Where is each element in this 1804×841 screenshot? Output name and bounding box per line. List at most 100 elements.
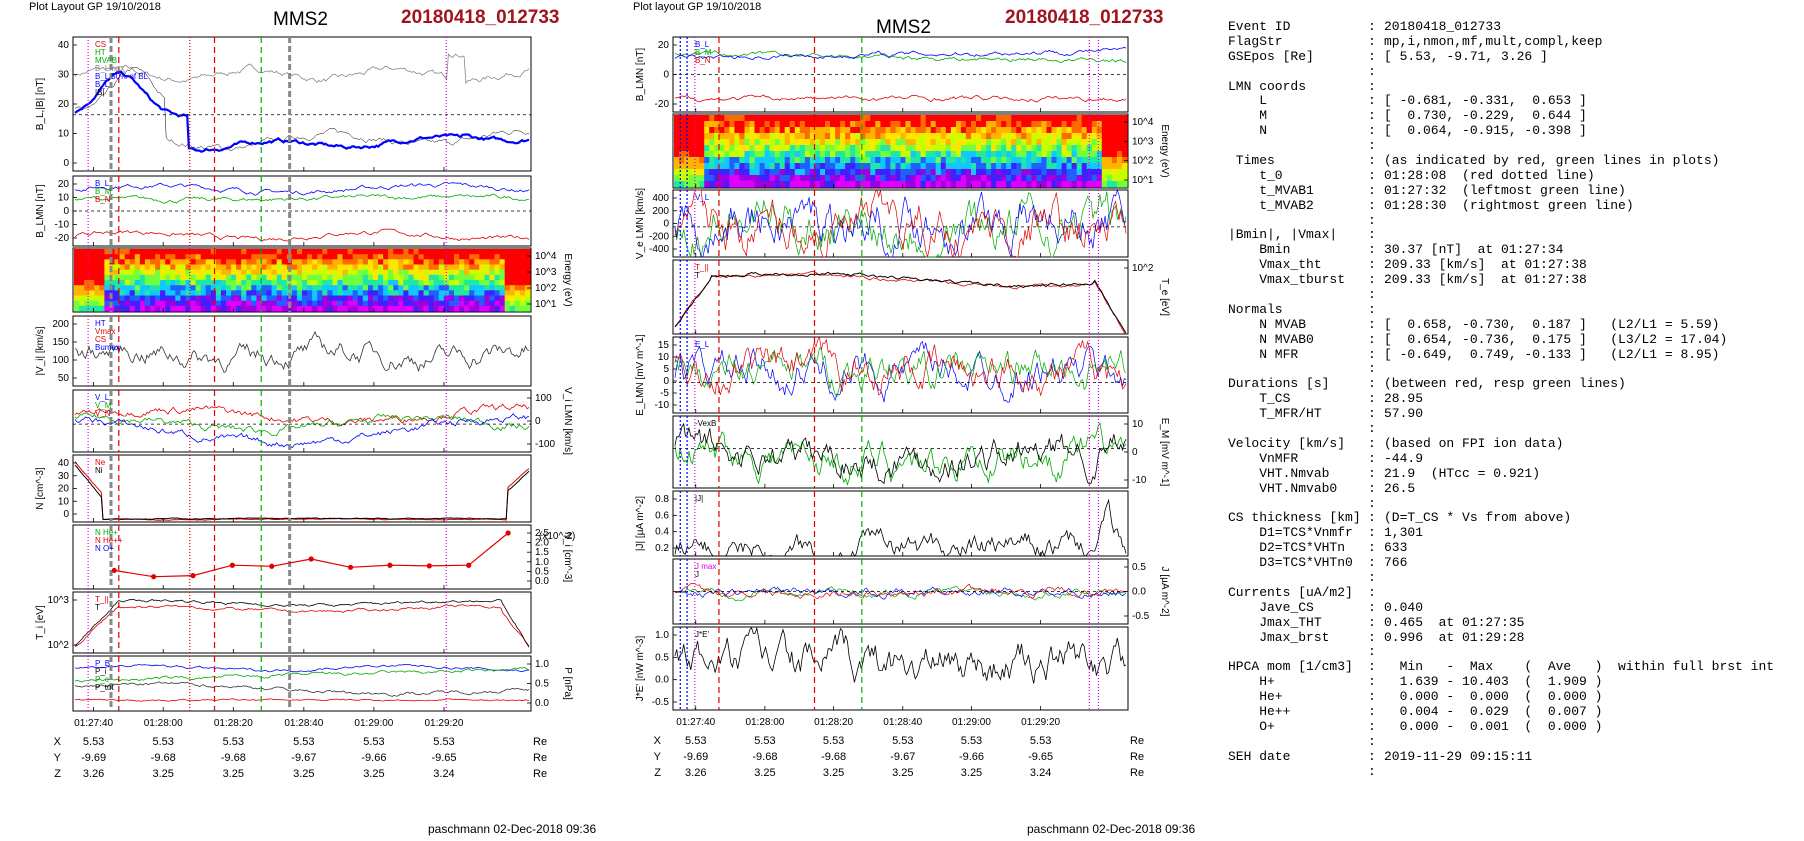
spectrogram-cell xyxy=(276,280,283,286)
spectrogram-cell xyxy=(784,151,791,158)
spectrogram-cell xyxy=(976,157,982,164)
spectrogram-cell xyxy=(719,151,725,158)
spectrogram-cell xyxy=(134,305,141,312)
spectrogram-cell xyxy=(408,295,415,302)
spectrogram-cell xyxy=(428,254,435,260)
spectrogram-cell xyxy=(185,274,192,281)
spectrogram-cell xyxy=(744,181,751,188)
spectrogram-cell xyxy=(489,259,496,266)
spectrogram-cell xyxy=(1122,181,1128,188)
spectrogram-cell xyxy=(226,295,232,302)
spectrogram-cell xyxy=(514,259,521,266)
spectrogram-cell xyxy=(694,145,700,152)
spectrogram-cell xyxy=(1031,145,1037,152)
spectrogram-cell xyxy=(704,175,710,182)
spectrogram-cell xyxy=(971,121,977,128)
spectrogram-cell xyxy=(89,295,95,302)
position-value: -9.67 xyxy=(890,751,915,763)
spectrogram-cell xyxy=(94,290,100,297)
info-value: (based on FPI ion data) xyxy=(1384,435,1564,451)
spectrogram-cell xyxy=(769,163,776,170)
series-line xyxy=(74,193,530,204)
spectrogram-cell xyxy=(870,181,876,188)
spectrogram-cell xyxy=(684,121,690,128)
spectrogram-cell xyxy=(935,127,942,134)
spectrogram-cell xyxy=(119,290,126,297)
spectrogram-cell xyxy=(774,151,781,158)
spectrogram-cell xyxy=(1091,169,1098,176)
spectrogram-cell xyxy=(694,157,700,164)
info-key: VHT.Nmvab0 xyxy=(1228,480,1338,496)
info-colon: : xyxy=(1368,272,1376,288)
spectrogram-cell xyxy=(814,181,821,188)
spectrogram-cell xyxy=(1106,163,1113,170)
series-line xyxy=(674,270,1127,335)
position-value: 5.53 xyxy=(823,735,844,747)
info-value: [ 0.730, -0.229, 0.644 ] xyxy=(1384,108,1587,124)
y-tick-label: 20 xyxy=(658,40,670,51)
info-value: Min - Max ( Ave ) within full brst int xyxy=(1384,659,1775,675)
spectrogram-cell xyxy=(413,259,420,266)
spectrogram-cell xyxy=(256,269,263,276)
spectrogram-cell xyxy=(89,280,95,286)
y-tick-label: 15 xyxy=(658,340,670,351)
spectrogram-cell xyxy=(729,115,735,122)
spectrogram-cell xyxy=(307,269,313,276)
spectrogram-cell xyxy=(246,295,252,302)
spectrogram-cell xyxy=(388,290,394,297)
info-value: mp,i,nmon,mf,mult,compl,keep xyxy=(1384,33,1603,49)
spectrogram-cell xyxy=(418,295,425,302)
spectrogram-cell xyxy=(474,264,480,271)
spectrogram-cell xyxy=(749,127,756,134)
spectrogram-cell xyxy=(312,295,318,302)
spectrogram-cell xyxy=(464,280,470,286)
spectrogram-cell xyxy=(144,249,151,255)
spectrogram-cell xyxy=(709,139,715,146)
info-row: VHT.Nmvab:21.9 (HTcc = 0.921) xyxy=(1228,466,1774,482)
spectrogram-cell xyxy=(1051,157,1058,164)
spectrogram-cell xyxy=(124,290,131,297)
legend-entry: V_L xyxy=(695,193,710,202)
spectrogram-cell xyxy=(514,295,521,302)
spectrogram-cell xyxy=(991,133,997,140)
spectrogram-cell xyxy=(1061,181,1068,188)
spectrogram-cell xyxy=(372,249,379,255)
spectrogram-cell xyxy=(930,127,937,134)
spectrogram-cell xyxy=(1101,181,1108,188)
spectrogram-cell xyxy=(185,280,192,286)
x-tick-label: 01:28:00 xyxy=(144,718,183,729)
spectrogram-cell xyxy=(804,121,811,128)
spectrogram-cell xyxy=(307,295,313,302)
spectrogram-cell xyxy=(74,274,80,281)
spectrogram-cell xyxy=(890,157,896,164)
spectrogram-cell xyxy=(124,285,131,291)
spectrogram-cell xyxy=(830,139,836,146)
spectrogram-cell xyxy=(845,151,851,158)
info-colon: : xyxy=(1368,123,1376,139)
spectrogram-cell xyxy=(352,249,359,255)
spectrogram-cell xyxy=(744,133,751,140)
spectrogram-cell xyxy=(749,175,756,182)
spectrogram-cell xyxy=(266,305,273,312)
spectrogram-cell xyxy=(724,133,730,140)
spectrogram-cell xyxy=(302,269,308,276)
spectrogram-cell xyxy=(689,139,695,146)
spectrogram-cell xyxy=(734,169,740,176)
spectrogram-cell xyxy=(489,254,496,260)
y-tick-label: 0.5 xyxy=(535,566,549,577)
spectrogram-cell xyxy=(996,163,1002,170)
spectrogram-cell xyxy=(509,305,516,312)
spectrogram-cell xyxy=(925,163,932,170)
spectrogram-cell xyxy=(489,285,496,291)
spectrogram-cell xyxy=(504,259,511,266)
spectrogram-cell xyxy=(749,115,756,122)
spectrogram-cell xyxy=(236,249,242,255)
spectrogram-cell xyxy=(840,127,846,134)
spectrogram-cell xyxy=(724,121,730,128)
spectrogram-cell xyxy=(388,305,394,312)
spectrogram-cell xyxy=(155,305,161,312)
spectrogram-cell xyxy=(362,254,369,260)
spectrogram-cell xyxy=(830,169,836,176)
position-row-label: X xyxy=(54,736,62,748)
spectrogram-cell xyxy=(469,305,475,312)
